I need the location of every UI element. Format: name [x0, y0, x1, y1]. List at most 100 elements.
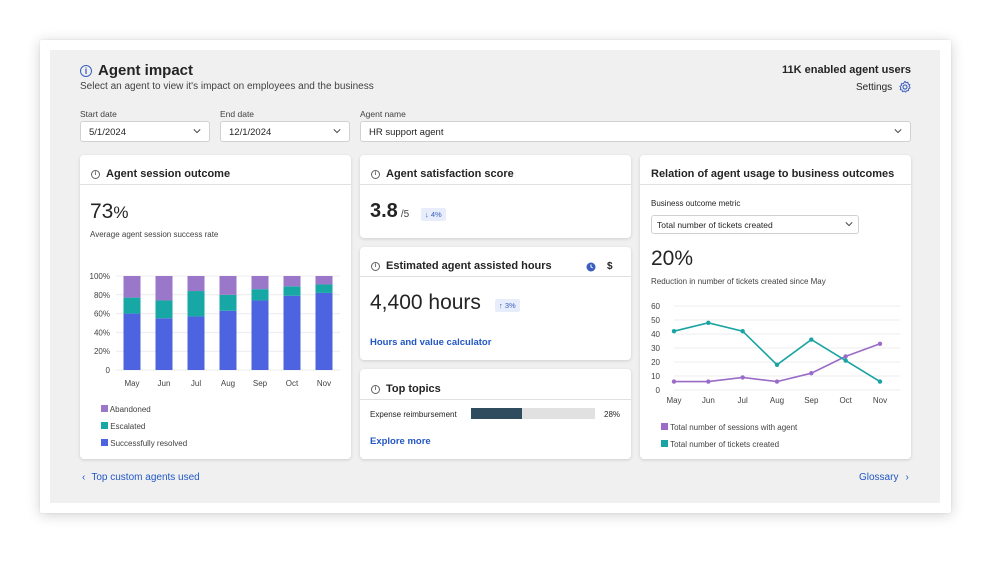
x-tick-label: Nov: [317, 379, 331, 388]
x-tick-label: Oct: [839, 396, 852, 405]
y-tick-label: 0: [106, 366, 111, 375]
bar-segment[interactable]: [187, 291, 205, 317]
x-tick-label: Sep: [804, 396, 819, 405]
end-date-picker[interactable]: 12/1/2024: [220, 121, 350, 142]
data-point[interactable]: [809, 371, 814, 376]
info-icon[interactable]: i: [91, 170, 100, 179]
change-badge: ↑ 3%: [495, 299, 520, 312]
enabled-users-count: 11K enabled agent users: [782, 64, 911, 76]
session-outcome-chart: 0 20% 40% 60% 80% 100% May Jun Jul Aug Sep Oct Nov: [90, 272, 340, 388]
chevron-down-icon: [894, 129, 902, 134]
satisfaction-card: [360, 155, 631, 238]
y-tick-label: 30: [651, 344, 660, 353]
info-icon[interactable]: i: [80, 65, 92, 77]
y-tick-label: 10: [651, 372, 660, 381]
bar-segment[interactable]: [155, 300, 173, 319]
info-icon[interactable]: i: [371, 262, 380, 271]
agent-name-dropdown[interactable]: HR support agent: [360, 121, 911, 142]
clock-icon[interactable]: [586, 262, 596, 272]
bar-segment[interactable]: [251, 276, 269, 290]
bar-segment[interactable]: [155, 276, 173, 301]
legend-item: Total number of tickets created: [661, 440, 779, 449]
y-tick-label: 40: [651, 330, 660, 339]
bar-segment[interactable]: [315, 284, 333, 293]
session-metric: 73%: [90, 200, 128, 224]
data-point[interactable]: [671, 379, 677, 384]
data-point[interactable]: [877, 379, 883, 384]
bar-segment[interactable]: [123, 276, 141, 298]
bar-segment[interactable]: [123, 297, 141, 314]
data-point[interactable]: [740, 329, 745, 334]
bar-segment[interactable]: [251, 289, 269, 301]
satisfaction-value: 3.8: [370, 200, 398, 222]
page-subtitle: Select an agent to view it's impact on e…: [80, 81, 374, 92]
x-tick-label: May: [666, 396, 681, 405]
link-label: Top custom agents used: [91, 472, 200, 483]
bar-segment[interactable]: [283, 295, 301, 370]
start-date-picker[interactable]: 5/1/2024: [80, 121, 210, 142]
start-date-label: Start date: [80, 109, 117, 119]
bar-segment[interactable]: [219, 294, 237, 311]
chevron-down-icon: [845, 222, 853, 227]
chevron-down-icon: [333, 129, 341, 134]
relation-metric-value: 20%: [651, 247, 694, 270]
settings-link[interactable]: Settings: [856, 82, 893, 93]
link-label: Glossary: [859, 472, 899, 483]
y-tick-label: 20: [651, 358, 660, 367]
data-point[interactable]: [774, 362, 780, 367]
bar-segment[interactable]: [219, 310, 237, 370]
x-tick-label: Aug: [770, 396, 784, 405]
bar-segment[interactable]: [155, 318, 173, 370]
bar-segment[interactable]: [315, 292, 333, 370]
bar-segment[interactable]: [251, 300, 269, 370]
bar-segment[interactable]: [123, 313, 141, 370]
x-tick-label: May: [124, 379, 139, 388]
bar-segment[interactable]: [219, 276, 237, 295]
y-tick-label: 60%: [94, 310, 110, 319]
data-point[interactable]: [843, 358, 848, 363]
legend-item: Abandoned: [101, 405, 151, 414]
legend-label: Total number of tickets created: [670, 440, 780, 449]
top-custom-agents-link[interactable]: ‹ Top custom agents used: [82, 472, 200, 483]
relation-card: [640, 155, 911, 459]
info-icon[interactable]: i: [371, 170, 380, 179]
bar-segment[interactable]: [283, 286, 301, 296]
data-point[interactable]: [671, 329, 677, 334]
dollar-icon[interactable]: $: [607, 261, 613, 272]
hours-calculator-link[interactable]: Hours and value calculator: [370, 337, 492, 348]
data-point[interactable]: [843, 354, 848, 359]
data-point[interactable]: [740, 375, 745, 380]
gear-icon[interactable]: [898, 80, 912, 94]
top-topics-title: Top topics: [386, 383, 441, 395]
x-tick-label: Nov: [873, 396, 887, 405]
chevron-down-icon: [193, 129, 201, 134]
data-point[interactable]: [774, 379, 780, 384]
y-tick-label: 40%: [94, 328, 110, 337]
data-point[interactable]: [706, 320, 711, 325]
data-point[interactable]: [877, 341, 883, 346]
end-date-value: 12/1/2024: [229, 127, 272, 138]
data-point[interactable]: [809, 337, 814, 342]
legend-swatch-tickets: [661, 440, 668, 447]
bar-segment[interactable]: [187, 276, 205, 292]
legend-label: Successfully resolved: [110, 439, 188, 448]
bar-segment[interactable]: [283, 276, 301, 287]
badge-value: 4%: [430, 210, 442, 219]
chevron-right-icon: ›: [905, 472, 909, 483]
explore-more-link[interactable]: Explore more: [370, 436, 431, 447]
info-icon[interactable]: i: [371, 385, 380, 394]
data-point[interactable]: [706, 379, 711, 384]
end-date-label: End date: [220, 109, 255, 119]
outcome-metric-dropdown[interactable]: Total number of tickets created: [651, 215, 859, 234]
relation-line-chart: 0 10 20 30 40 50 60 May Jun Jul Aug Sep Oct Nov: [651, 302, 900, 405]
topic-bar-fill: [471, 408, 522, 419]
assisted-hours-title: Estimated agent assisted hours: [386, 260, 552, 272]
glossary-link[interactable]: Glossary ›: [859, 472, 909, 483]
y-tick-label: 0: [656, 386, 661, 395]
bar-segment[interactable]: [187, 316, 205, 370]
bar-segment[interactable]: [315, 276, 333, 285]
agent-name-value: HR support agent: [369, 127, 444, 138]
satisfaction-title: Agent satisfaction score: [386, 168, 514, 180]
session-metric-caption: Average agent session success rate: [90, 230, 219, 239]
x-tick-label: Sep: [253, 379, 268, 388]
